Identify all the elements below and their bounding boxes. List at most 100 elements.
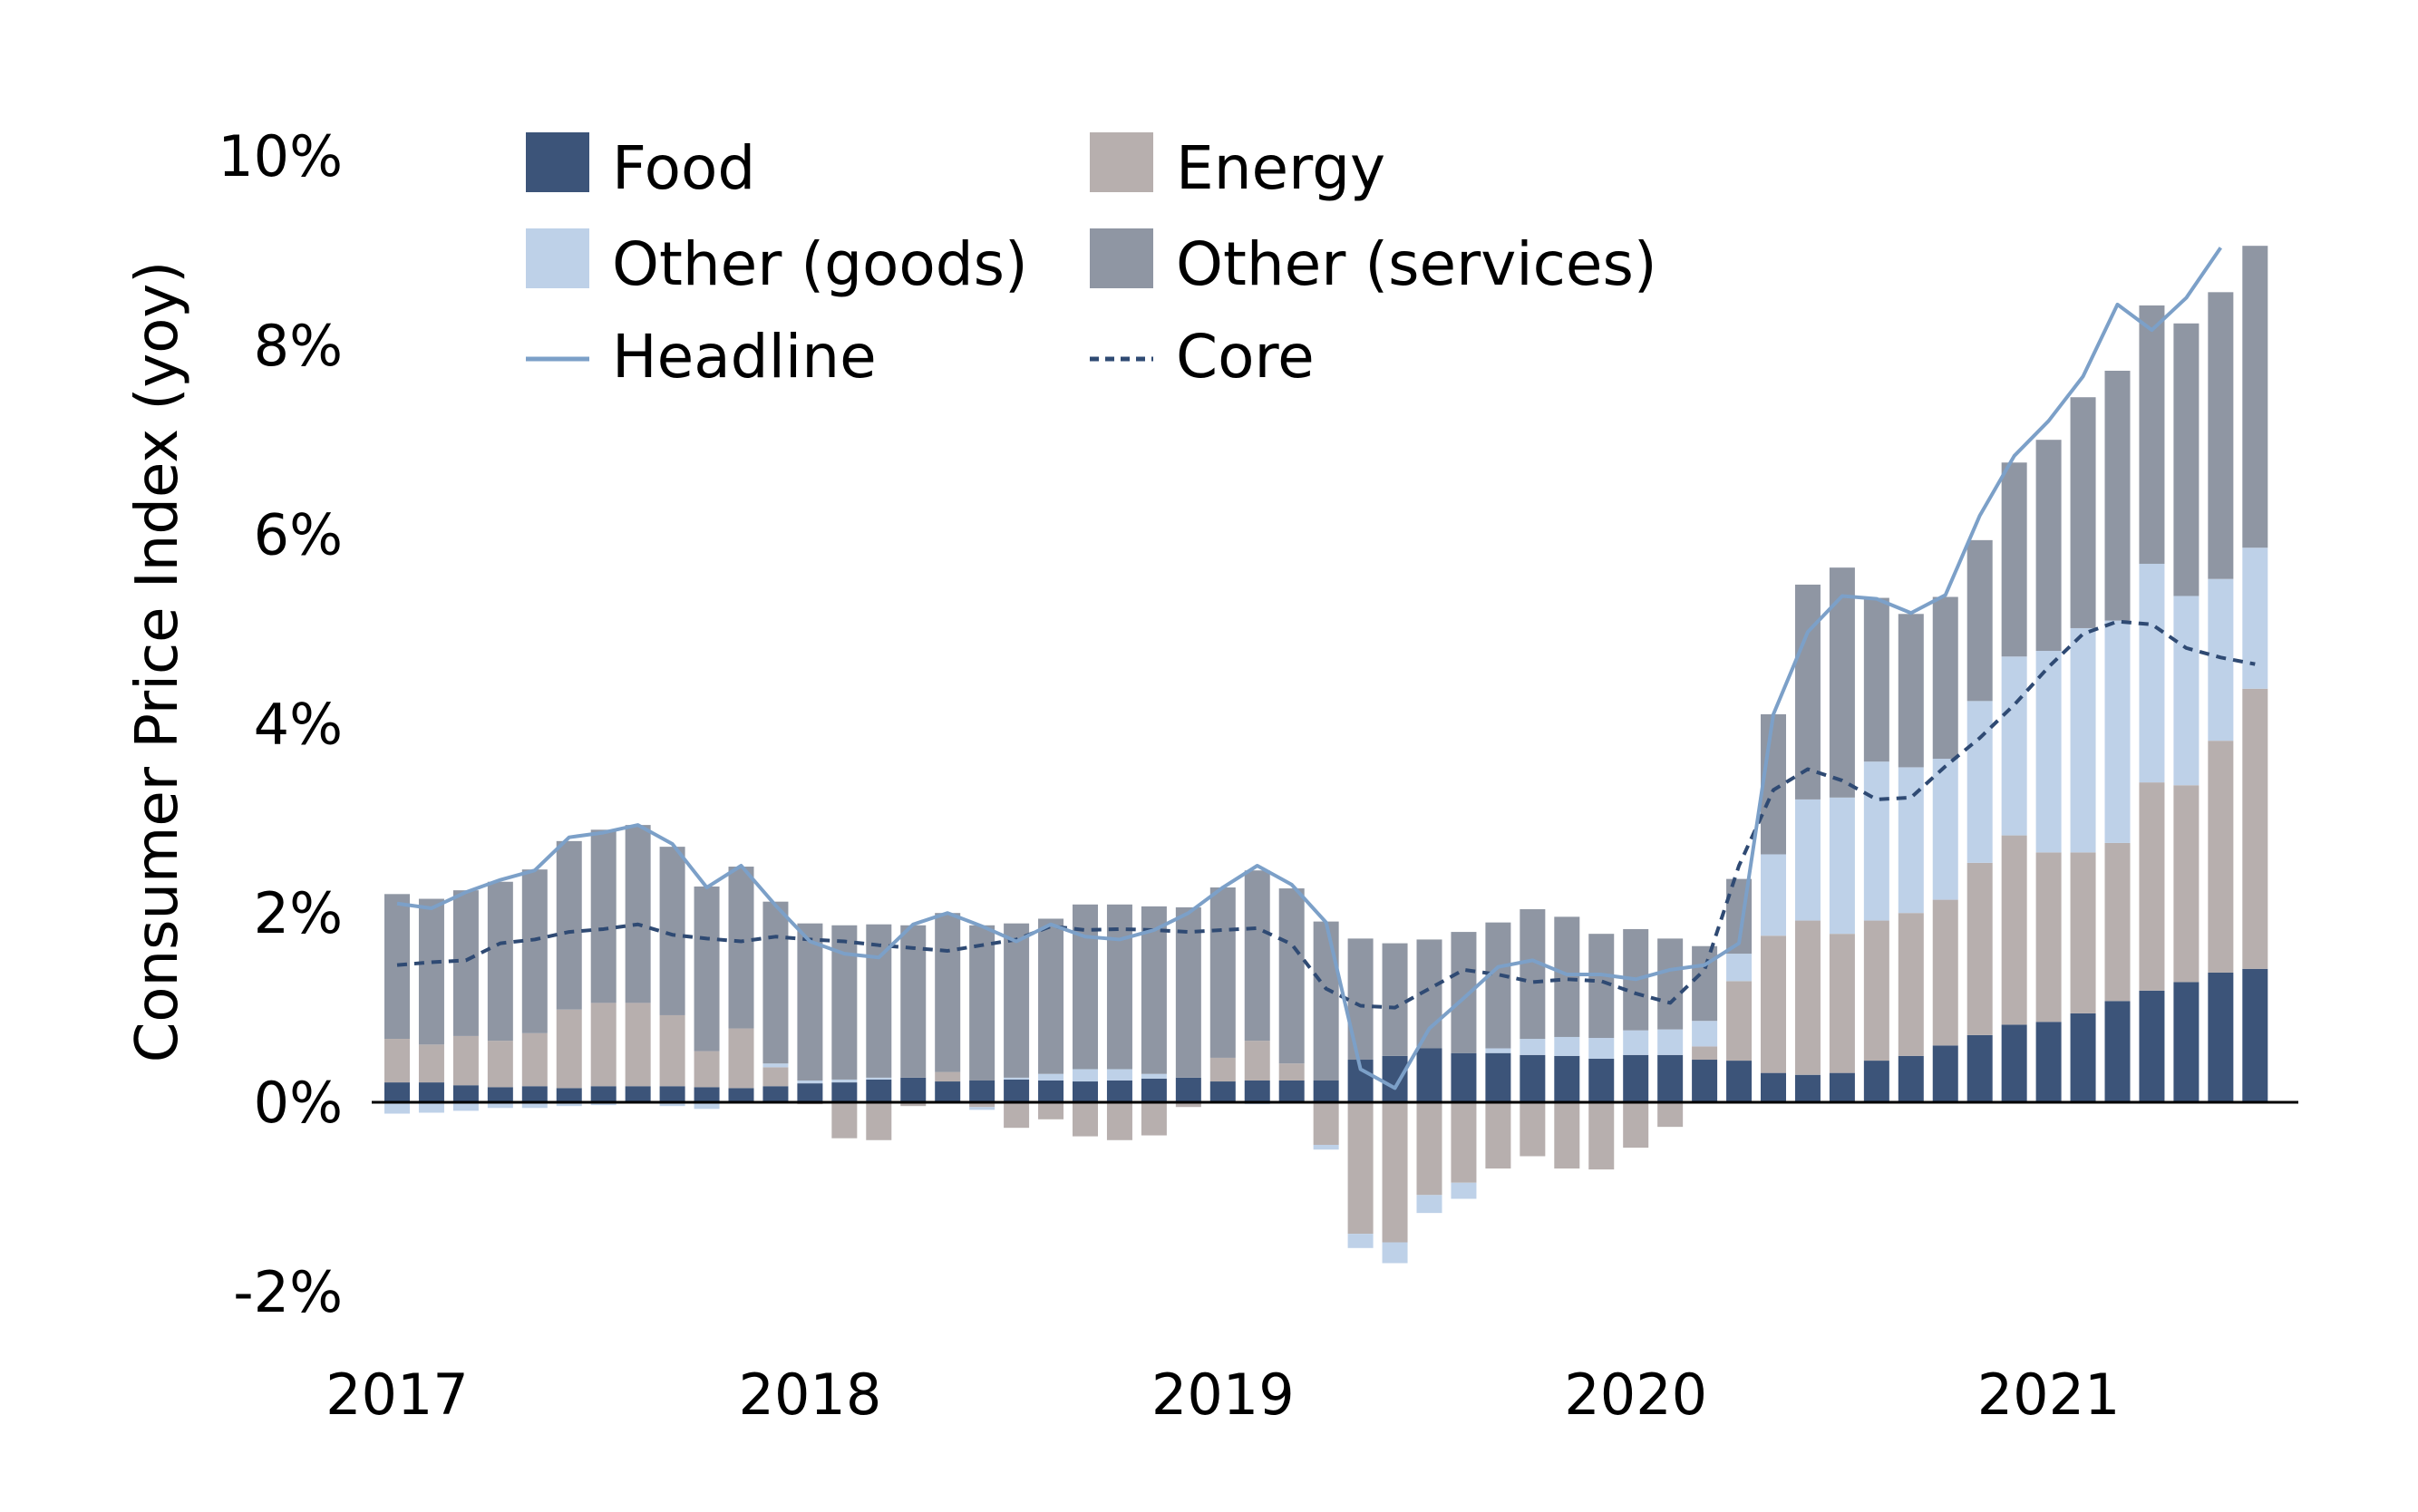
bar-segment-energy <box>1554 1102 1580 1169</box>
bar-segment-other-services <box>1966 539 1993 702</box>
legend-label-energy: Energy <box>1176 133 1385 203</box>
bar-segment-other-services <box>418 898 444 1045</box>
bar-segment-food <box>1244 1080 1270 1102</box>
bar-segment-other-services <box>1863 597 1889 762</box>
bar-segment-other-goods <box>797 1080 823 1084</box>
bar-segment-other-services <box>1141 906 1167 1074</box>
bar-segment-food <box>556 1088 582 1102</box>
bar-segment-energy <box>1657 1102 1684 1128</box>
bar-segment-energy <box>1451 1102 1477 1183</box>
bar-segment-energy <box>1692 1046 1718 1061</box>
bar-segment-other-services <box>797 923 823 1081</box>
bar-segment-food <box>1416 1048 1442 1102</box>
x-tick-label: 2017 <box>325 1362 469 1428</box>
bar-segment-food <box>1554 1055 1580 1102</box>
legend-item-other-services: Other (services) <box>1090 228 1657 299</box>
bar-segment-other-goods <box>1692 1021 1718 1047</box>
bar-segment-food <box>659 1086 685 1102</box>
bar-segment-food <box>487 1087 513 1102</box>
bar-segment-other-services <box>1313 921 1339 1081</box>
bar-segment-other-services <box>590 829 617 1003</box>
bar-segment-energy <box>866 1102 892 1140</box>
bar-segment-other-goods <box>487 1102 513 1109</box>
bar-segment-food <box>2208 972 2234 1102</box>
bar-segment-food <box>1313 1080 1339 1102</box>
legend-swatch-food <box>526 132 589 192</box>
bar-segment-other-services <box>452 890 479 1036</box>
bar-segment-other-services <box>831 925 858 1080</box>
bar-segment-energy <box>556 1009 582 1089</box>
bar-segment-other-goods <box>452 1102 479 1111</box>
bar-segment-food <box>694 1087 720 1102</box>
y-tick-label: 10% <box>218 123 343 189</box>
bar-segment-other-services <box>2242 246 2268 548</box>
bar-segment-energy <box>1829 934 1855 1073</box>
bar-segment-energy <box>1588 1102 1615 1170</box>
legend: Food Energy Other (goods) Other (service… <box>526 132 1657 392</box>
bar-segment-energy <box>1863 920 1889 1061</box>
bar-segment-energy <box>1073 1102 1098 1137</box>
bar-segment-energy <box>1175 1102 1201 1108</box>
bar-segment-energy <box>2242 688 2268 969</box>
bar-segment-other-services <box>1554 916 1580 1037</box>
bar-segment-energy <box>2139 782 2165 991</box>
bar-segment-energy <box>728 1028 754 1089</box>
bar-segment-energy <box>1623 1102 1649 1149</box>
bar-segment-food <box>452 1085 479 1102</box>
bar-segment-food <box>1175 1077 1201 1102</box>
bar-segment-other-services <box>1794 584 1821 800</box>
bar-segment-other-services <box>1520 909 1546 1040</box>
bar-segment-other-goods <box>2104 620 2131 843</box>
bar-segment-other-services <box>694 886 720 1052</box>
bar-segment-other-goods <box>1004 1077 1030 1080</box>
bar-segment-other-services <box>1898 614 1924 768</box>
bar-segment-other-services <box>762 901 789 1064</box>
bar-segment-energy <box>969 1102 995 1108</box>
headline-line <box>396 247 2222 1090</box>
bar-segment-other-goods <box>1554 1036 1580 1056</box>
bar-segment-other-services <box>1004 923 1030 1078</box>
bar-segment-food <box>1794 1074 1821 1102</box>
bar-segment-food <box>969 1080 995 1102</box>
bar-segment-food <box>1106 1080 1132 1102</box>
bar-segment-other-goods <box>418 1102 444 1113</box>
bar-segment-food <box>2035 1022 2062 1102</box>
bars-layer <box>384 246 2268 1264</box>
bar-segment-energy <box>1209 1057 1236 1082</box>
bar-segment-food <box>1932 1045 1958 1102</box>
bar-segment-energy <box>590 1003 617 1087</box>
bar-segment-food <box>1761 1072 1786 1102</box>
bar-segment-other-services <box>1657 938 1684 1030</box>
bar-segment-other-goods <box>1863 761 1889 921</box>
y-tick-label: -2% <box>233 1259 343 1325</box>
bar-segment-food <box>2139 990 2165 1102</box>
bar-segment-other-services <box>900 925 927 1078</box>
bar-segment-food <box>1863 1061 1889 1102</box>
bar-segment-other-services <box>1175 906 1201 1078</box>
bar-segment-food <box>1692 1060 1718 1102</box>
bar-segment-energy <box>2001 835 2027 1025</box>
bar-segment-other-services <box>2070 397 2096 628</box>
bar-segment-other-goods <box>2139 563 2165 783</box>
bar-segment-other-services <box>1485 922 1511 1049</box>
bar-segment-other-services <box>2001 462 2027 657</box>
bar-segment-other-goods <box>2001 656 2027 836</box>
legend-item-other-goods: Other (goods) <box>526 228 1028 299</box>
bar-segment-other-services <box>2035 440 2062 652</box>
y-tick-label: 4% <box>254 691 343 757</box>
bar-segment-other-goods <box>1141 1073 1167 1079</box>
x-tick-label: 2020 <box>1564 1362 1707 1428</box>
bar-segment-other-goods <box>831 1079 858 1083</box>
bar-segment-energy <box>1141 1102 1167 1136</box>
bar-segment-other-services <box>1932 596 1958 760</box>
bar-segment-other-services <box>556 840 582 1010</box>
bar-segment-energy <box>1347 1102 1374 1235</box>
bar-segment-food <box>1623 1054 1649 1102</box>
bar-segment-other-services <box>625 825 651 1003</box>
bar-segment-other-goods <box>1726 954 1753 982</box>
bar-segment-other-goods <box>694 1102 720 1110</box>
bar-segment-energy <box>1726 981 1753 1061</box>
bar-segment-other-services <box>1829 567 1855 798</box>
bar-segment-energy <box>935 1071 961 1082</box>
bar-segment-other-goods <box>762 1063 789 1068</box>
